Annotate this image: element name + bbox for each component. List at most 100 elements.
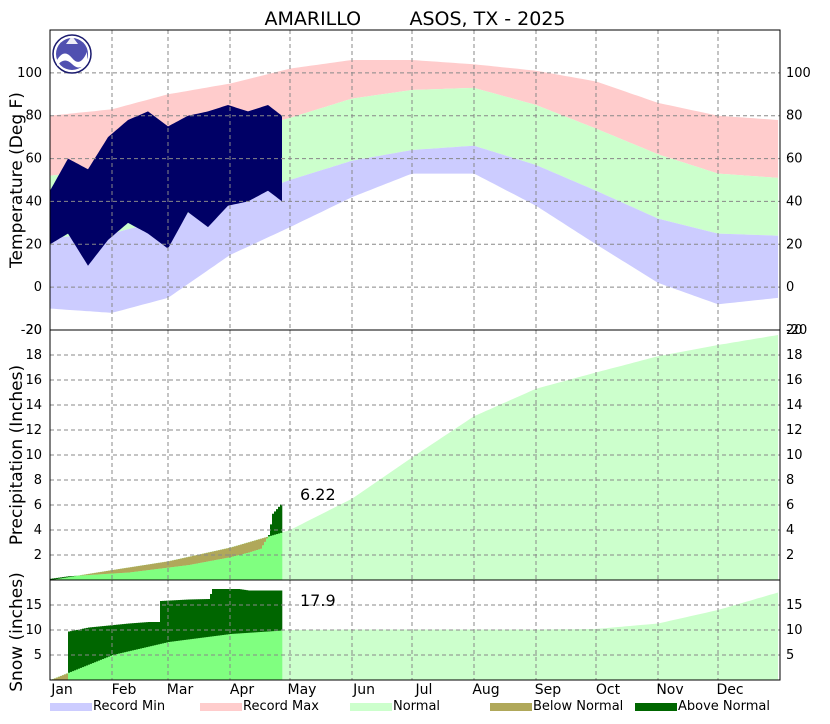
- observed-precip-bar: [174, 567, 176, 580]
- observed-precip-bar: [96, 575, 98, 581]
- below-normal-precip-bar: [208, 552, 210, 561]
- below-normal-precip-bar: [140, 566, 142, 571]
- month-label: Oct: [596, 682, 621, 698]
- observed-precip-bar: [218, 559, 220, 580]
- observed-snow-bar: [254, 632, 256, 680]
- below-normal-precip-bar: [258, 539, 260, 549]
- observed-snow-bar: [186, 640, 188, 680]
- observed-precip-bar: [196, 564, 198, 581]
- month-label: Sep: [535, 682, 562, 698]
- below-normal-precip-bar: [254, 541, 256, 551]
- observed-snow-bar: [144, 648, 146, 680]
- observed-precip-bar: [82, 575, 84, 580]
- below-normal-precip-bar: [266, 537, 268, 538]
- above-normal-snow-bar: [78, 630, 80, 669]
- above-normal-snow-bar: [88, 628, 90, 665]
- above-normal-precip-bar: [52, 578, 54, 579]
- observed-precip-bar: [152, 570, 154, 581]
- below-normal-precip-bar: [162, 562, 164, 568]
- above-normal-snow-bar: [162, 601, 164, 644]
- observed-precip-bar: [248, 553, 250, 581]
- above-normal-snow-bar: [224, 589, 226, 635]
- observed-precip-bar: [244, 554, 246, 581]
- observed-snow-bar: [156, 645, 158, 680]
- precip-ylabel: Precipitation (Inches): [7, 365, 27, 545]
- below-normal-precip-bar: [118, 569, 120, 573]
- observed-snow-bar: [142, 648, 144, 680]
- above-normal-snow-bar: [92, 627, 94, 663]
- above-normal-snow-bar: [252, 591, 254, 633]
- observed-snow-bar: [248, 633, 250, 680]
- above-normal-snow-bar: [240, 589, 242, 633]
- below-normal-precip-bar: [196, 555, 198, 563]
- observed-snow-bar: [108, 657, 110, 680]
- observed-precip-bar: [198, 563, 200, 580]
- above-normal-snow-bar: [260, 591, 262, 633]
- observed-precip-bar: [170, 567, 172, 580]
- temp-tick-right: 40: [786, 194, 803, 209]
- observed-precip-bar: [268, 536, 270, 580]
- observed-snow-bar: [266, 632, 268, 680]
- below-normal-precip-bar: [160, 563, 162, 569]
- precip-tick-left: 2: [34, 548, 42, 563]
- observed-snow-bar: [88, 665, 90, 680]
- above-normal-precip-bar: [274, 511, 276, 534]
- above-normal-snow-bar: [182, 600, 184, 640]
- observed-snow-bar: [176, 641, 178, 680]
- above-normal-snow-bar: [144, 622, 146, 647]
- temp-tick-left: 20: [25, 237, 42, 252]
- above-normal-snow-bar: [174, 600, 176, 641]
- observed-precip-bar: [188, 565, 190, 580]
- above-normal-snow-bar: [158, 622, 160, 644]
- above-normal-snow-bar: [270, 591, 272, 632]
- observed-snow-bar: [154, 645, 156, 680]
- observed-precip-bar: [264, 542, 266, 580]
- below-normal-precip-bar: [238, 545, 240, 555]
- below-normal-precip-bar: [152, 564, 154, 570]
- observed-precip-bar: [126, 573, 128, 580]
- observed-snow-bar: [94, 662, 96, 680]
- observed-snow-bar: [160, 644, 162, 680]
- precip-tick-left: 10: [25, 448, 42, 463]
- above-normal-snow-bar: [236, 589, 238, 634]
- observed-snow-bar: [158, 644, 160, 680]
- snow-tick-left: 15: [25, 598, 42, 613]
- observed-precip-bar: [206, 562, 208, 580]
- observed-snow-bar: [270, 631, 272, 680]
- above-normal-snow-bar: [76, 630, 78, 670]
- observed-snow-bar: [212, 636, 214, 680]
- observed-precip-bar: [156, 569, 158, 580]
- observed-precip-bar: [260, 549, 262, 580]
- below-normal-precip-bar: [92, 573, 94, 575]
- observed-snow-bar: [242, 633, 244, 680]
- legend-label: Above Normal: [678, 699, 770, 714]
- above-normal-precip-bar: [64, 577, 66, 578]
- observed-precip-bar: [118, 573, 120, 580]
- observed-snow-bar: [236, 634, 238, 680]
- precip-tick-right: 2: [786, 548, 794, 563]
- below-normal-precip-bar: [212, 551, 214, 560]
- below-normal-precip-bar: [100, 572, 102, 574]
- above-normal-snow-bar: [220, 589, 222, 635]
- above-normal-precip-bar: [272, 514, 274, 536]
- observed-precip-bar: [220, 559, 222, 580]
- above-normal-snow-bar: [208, 599, 210, 637]
- above-normal-snow-bar: [254, 591, 256, 633]
- legend-swatch: [350, 703, 392, 711]
- below-normal-precip-bar: [186, 557, 188, 565]
- below-normal-precip-bar: [262, 538, 264, 545]
- above-normal-snow-bar: [276, 591, 278, 631]
- snow-tick-right: 15: [786, 598, 803, 613]
- observed-snow-bar: [136, 649, 138, 680]
- above-normal-snow-bar: [154, 622, 156, 645]
- observed-precip-bar: [122, 573, 124, 580]
- temp-tick-left: 40: [25, 194, 42, 209]
- below-normal-precip-bar: [98, 572, 100, 574]
- below-normal-precip-bar: [88, 574, 90, 575]
- observed-snow-bar: [134, 650, 136, 680]
- above-normal-snow-bar: [90, 627, 92, 664]
- above-normal-snow-bar: [278, 591, 280, 631]
- legend-swatch: [200, 703, 242, 711]
- observed-snow-bar: [84, 666, 86, 680]
